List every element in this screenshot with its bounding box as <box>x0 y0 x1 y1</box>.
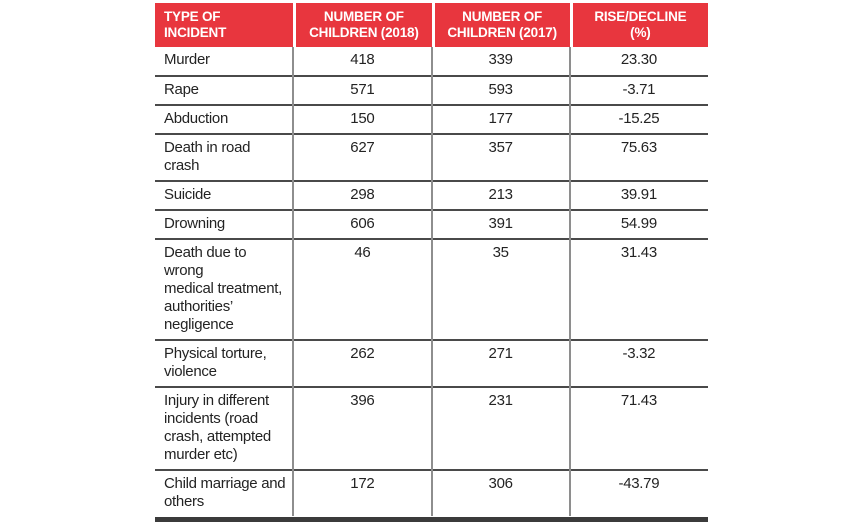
children-2017-cell: 357 <box>488 139 513 156</box>
header-line: CHILDREN (2017) <box>447 25 557 40</box>
header-number-children-2018: NUMBER OF CHILDREN (2018) <box>293 3 431 47</box>
children-2017-cell: 306 <box>488 475 513 492</box>
children-2018-cell: 396 <box>350 392 375 409</box>
table-header-row: TYPE OF INCIDENT NUMBER OF CHILDREN (201… <box>155 3 708 47</box>
children-2017-cell: 231 <box>488 392 513 409</box>
column-divider-2 <box>430 47 433 516</box>
children-2018-cell: 571 <box>350 81 375 98</box>
rise-decline-cell: 54.99 <box>620 215 657 232</box>
rise-decline-cell: 39.91 <box>620 186 657 203</box>
incident-type-cell: Death in road crash <box>164 139 251 174</box>
rise-decline-cell: 75.63 <box>620 139 657 156</box>
header-number-children-2017: NUMBER OF CHILDREN (2017) <box>431 3 570 47</box>
children-2018-cell: 298 <box>350 186 375 203</box>
rise-decline-cell: -43.79 <box>618 475 660 492</box>
children-2017-cell: 35 <box>492 244 509 261</box>
incident-type-cell: Drowning <box>164 215 225 232</box>
children-2017-cell: 213 <box>488 186 513 203</box>
children-2018-cell: 172 <box>350 475 375 492</box>
rise-decline-cell: -3.71 <box>622 81 656 98</box>
incident-type-cell: Child marriage and others <box>164 475 286 510</box>
header-line: CHILDREN (2018) <box>309 25 419 40</box>
table-body: Murder 418 339 23.30 Rape 571 593 -3.71 … <box>155 47 708 516</box>
header-line: NUMBER OF <box>462 9 543 24</box>
header-line: INCIDENT <box>164 25 227 40</box>
rise-decline-cell: -3.32 <box>622 345 656 362</box>
column-divider-3 <box>568 47 571 516</box>
header-line: (%) <box>630 25 651 40</box>
children-2017-cell: 593 <box>488 81 513 98</box>
incident-type-cell: Physical torture, violence <box>164 345 267 380</box>
incident-type-cell: Rape <box>164 81 199 98</box>
rise-decline-cell: 23.30 <box>620 51 657 68</box>
incident-type-cell: Murder <box>164 51 210 68</box>
table-row: Murder 418 339 23.30 <box>155 47 708 75</box>
header-line: TYPE OF <box>164 9 221 24</box>
rise-decline-cell: 31.43 <box>620 244 657 261</box>
children-2017-cell: 271 <box>488 345 513 362</box>
children-2017-cell: 339 <box>488 51 513 68</box>
children-2018-cell: 262 <box>350 345 375 362</box>
column-divider-1 <box>292 47 295 516</box>
incident-type-cell: Suicide <box>164 186 212 203</box>
header-type-of-incident: TYPE OF INCIDENT <box>155 3 293 47</box>
page-background: TYPE OF INCIDENT NUMBER OF CHILDREN (201… <box>155 3 708 522</box>
children-2018-cell: 418 <box>350 51 375 68</box>
incident-type-cell: Death due to wrong medical treatment, au… <box>164 244 282 333</box>
header-line: NUMBER OF <box>323 9 404 24</box>
children-2018-cell: 150 <box>350 110 375 127</box>
children-2018-cell: 606 <box>350 215 375 232</box>
rise-decline-cell: -15.25 <box>618 110 660 127</box>
header-line: RISE/DECLINE <box>594 9 687 24</box>
children-2018-cell: 627 <box>350 139 375 156</box>
header-rise-decline: RISE/DECLINE (%) <box>569 3 708 47</box>
table-bottom-bar <box>155 517 708 522</box>
children-2017-cell: 177 <box>488 110 513 127</box>
children-2018-cell: 46 <box>354 244 371 261</box>
incident-type-cell: Injury in different incidents (road cras… <box>164 392 271 463</box>
rise-decline-cell: 71.43 <box>620 392 657 409</box>
incident-type-cell: Abduction <box>164 110 229 127</box>
children-2017-cell: 391 <box>488 215 513 232</box>
incidents-table: TYPE OF INCIDENT NUMBER OF CHILDREN (201… <box>155 3 708 522</box>
